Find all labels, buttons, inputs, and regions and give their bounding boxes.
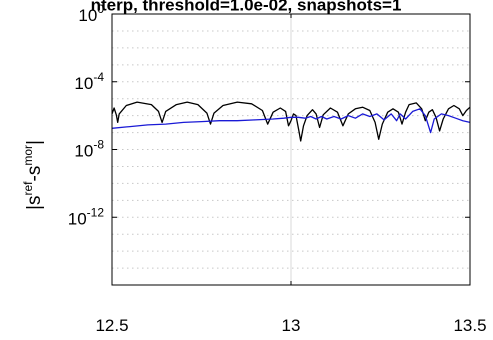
series-layer: [111, 101, 471, 142]
y-tick-label-exponent: -12: [87, 205, 105, 219]
axis-ticks: [111, 13, 471, 285]
y-tick-label: 10-4: [74, 70, 104, 93]
y-tick-label-base: 10: [68, 209, 87, 228]
y-tick-label: 10-12: [68, 205, 105, 228]
y-tick-label-exponent: -8: [93, 138, 104, 152]
y-tick-label-base: 10: [74, 74, 93, 93]
x-tick-label: 12.5: [95, 316, 128, 335]
y-tick-label-base: 10: [78, 6, 97, 25]
y-tick-label-base: 10: [74, 142, 93, 161]
grid-lines: [112, 14, 470, 285]
x-tick-label: 13: [282, 316, 301, 335]
x-tick-labels: 12.5 13 13.5: [95, 316, 486, 335]
x-tick-label: 13.5: [453, 316, 486, 335]
y-tick-label: 100: [78, 2, 104, 25]
y-tick-label-exponent: 0: [97, 2, 104, 16]
series-line-2: [111, 108, 471, 134]
y-axis-label: |sref-smor|: [21, 140, 45, 210]
series-line-1: [111, 101, 471, 142]
y-axis-label-base: |s: [24, 196, 45, 210]
chart-title: nterp, threshold=1.0e-02, snapshots=1: [91, 0, 402, 14]
y-tick-label: 10-8: [74, 138, 104, 161]
y-tick-label-exponent: -4: [93, 70, 104, 84]
y-axis-label-tail: |: [24, 140, 45, 145]
y-axis-label-mid: -s: [24, 166, 45, 182]
y-axis-label-sup-ref: ref: [21, 181, 35, 196]
y-axis-label-sup-mor: mor: [21, 145, 35, 166]
